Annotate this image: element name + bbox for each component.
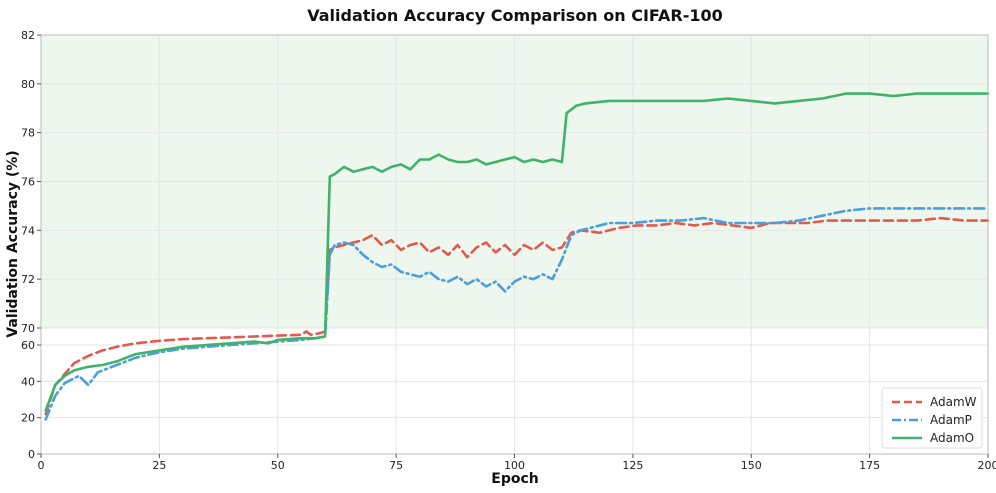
- y-tick-label: 72: [21, 273, 35, 286]
- y-axis-ticks: 70 72 74 76 78 80 82 0 20 40 60: [21, 29, 41, 461]
- series-line-adamo: [44, 92, 990, 412]
- y-tick-label: 0: [28, 448, 35, 461]
- series-line-adamw: [44, 216, 990, 416]
- x-tick-label: 175: [859, 459, 880, 472]
- legend-label-adamw: AdamW: [930, 395, 977, 409]
- y-tick-label: 78: [21, 127, 35, 140]
- x-axis-ticks: 0 25 50 75 100 125 150 175 200: [38, 454, 996, 472]
- y-axis-title: Validation Accuracy (%): [5, 150, 21, 337]
- y-tick-label: 74: [21, 224, 35, 237]
- x-tick-label: 25: [152, 459, 166, 472]
- legend: AdamW AdamP AdamO: [881, 387, 983, 449]
- chart-title: Validation Accuracy Comparison on CIFAR-…: [307, 6, 723, 25]
- x-tick-label: 50: [271, 459, 285, 472]
- x-tick-label: 150: [741, 459, 762, 472]
- x-tick-label: 125: [622, 459, 643, 472]
- x-tick-label: 100: [504, 459, 525, 472]
- y-tick-label: 80: [21, 78, 35, 91]
- y-tick-label: 20: [21, 412, 35, 425]
- x-tick-label: 200: [978, 459, 996, 472]
- x-tick-label: 0: [38, 459, 45, 472]
- series-line-adamp: [44, 207, 990, 421]
- legend-label-adamo: AdamO: [930, 431, 974, 445]
- y-tick-label: 82: [21, 29, 35, 42]
- series-layer: [44, 92, 990, 421]
- y-tick-label: 70: [21, 322, 35, 335]
- legend-label-adamp: AdamP: [930, 413, 972, 427]
- y-tick-label: 40: [21, 375, 35, 388]
- y-tick-label: 76: [21, 176, 35, 189]
- x-axis-title: Epoch: [491, 471, 538, 487]
- x-tick-label: 75: [389, 459, 403, 472]
- y-tick-label: 60: [21, 339, 35, 352]
